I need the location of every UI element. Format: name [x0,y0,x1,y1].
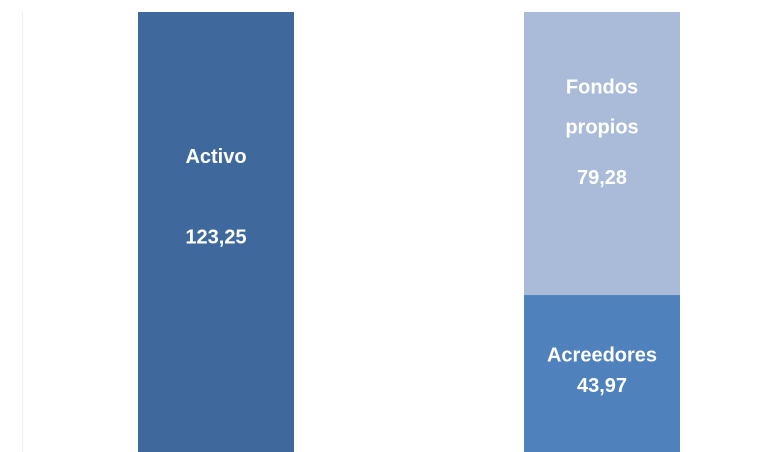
value-label: 79,28 [577,167,627,189]
value-label: 123,25 [185,226,246,248]
series-label: Acreedores [547,345,657,367]
bar-segment [138,12,294,452]
bar-segment [524,12,680,296]
series-label: Fondos propios [565,77,638,139]
value-label: 43,97 [577,375,627,397]
series-label: Activo [185,146,246,168]
bar-segment [524,295,680,452]
